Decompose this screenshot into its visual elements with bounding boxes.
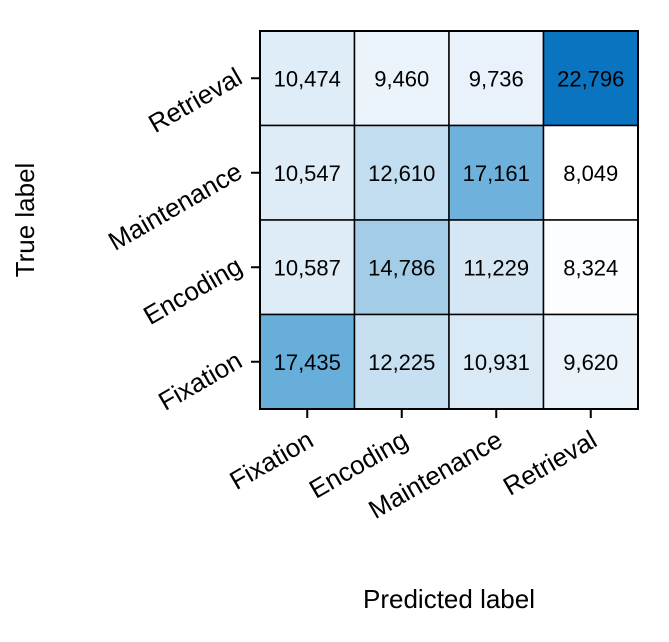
x-axis-title: Predicted label [363,584,535,614]
heatmap-cell [542,219,639,316]
cell-value-label: 14,786 [368,255,435,280]
cell-value-label: 12,610 [368,161,435,186]
cell-value-label: 22,796 [557,66,624,91]
cell-value-label: 11,229 [463,255,529,280]
cell-value-label: 8,049 [563,161,618,186]
cell-value-label: 10,587 [274,255,341,280]
plot-frame [259,30,639,410]
cell-value-label: 17,161 [463,161,530,186]
x-tick-label: Retrieval [498,424,602,501]
x-tick-label: Fixation [224,424,318,496]
heatmap-cell [353,124,450,221]
cell-value-label: 12,225 [368,350,435,375]
y-tick-label: Fixation [153,345,247,417]
cell-value-label: 10,931 [463,350,530,375]
cell-value-label: 10,474 [274,66,341,91]
cell-value-label: 9,620 [563,350,618,375]
cell-value-label: 9,460 [374,66,429,91]
heatmap-cell [353,219,450,316]
heatmap-cells [259,30,639,410]
y-tick-label: Retrieval [143,61,247,138]
heatmap-cell [542,30,639,127]
y-axis-title: True label [10,163,40,278]
cell-value-label: 17,435 [274,350,341,375]
cell-value-labels: 10,474 9,460 9,736 22,796 10,547 12,610 17,161… [274,66,625,375]
heatmap-cell [542,124,639,221]
y-tick-label: Maintenance [103,156,247,256]
cell-value-label: 8,324 [563,255,618,280]
heatmap-cell [259,30,356,127]
cell-value-label: 9,736 [469,66,524,91]
heatmap-cell [353,313,450,410]
cell-value-label: 10,547 [274,161,341,186]
heatmap-cell [353,30,450,127]
heatmap-cell [542,313,639,410]
y-tick-label: Encoding [138,250,247,330]
